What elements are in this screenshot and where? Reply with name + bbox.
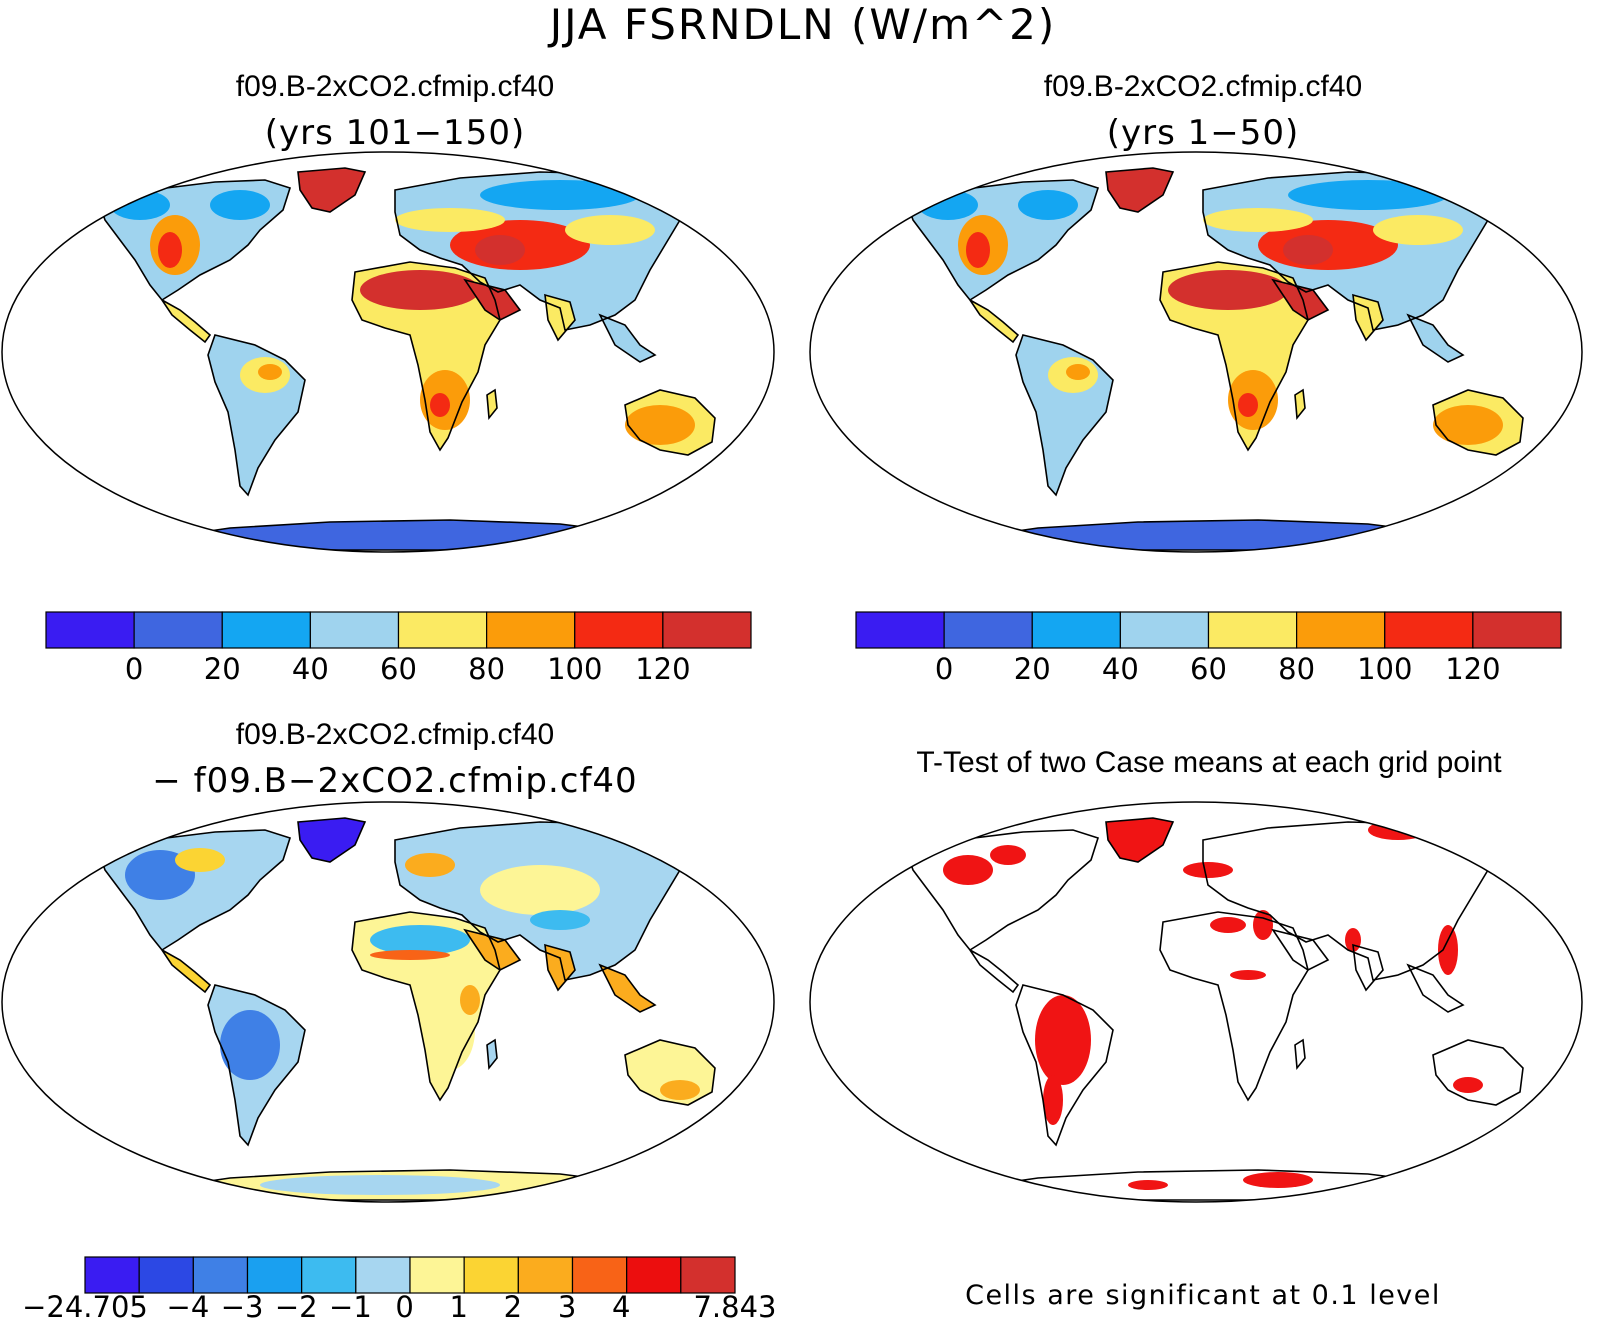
colorbar-tick-label: −1 [329, 1290, 372, 1324]
colorbar-swatch [133, 611, 223, 649]
colorbar-swatch [1031, 611, 1121, 649]
panel-title-top-right: f09.B-2xCO2.cfmip.cf40 [1043, 70, 1363, 103]
colorbar-swatch [355, 1256, 411, 1294]
colorbar-tick-label: 20 [203, 652, 241, 686]
colorbar-tick-label: 2 [503, 1290, 523, 1324]
colorbar-bottom-left [84, 1256, 736, 1294]
map-top-left [1, 151, 775, 553]
colorbar-tick-label: −2 [274, 1290, 318, 1324]
colorbar-swatch [486, 611, 576, 649]
colorbar-tick-label: 0 [124, 652, 144, 686]
colorbar-ticks-top-right: 0 20 40 60 80 100 120 [856, 652, 1561, 688]
colorbar-swatch [138, 1256, 194, 1294]
colorbar-swatch [574, 611, 664, 649]
colorbar-tick-label: 40 [291, 652, 329, 686]
colorbar-swatch [1296, 611, 1386, 649]
colorbar-tick-label: −3 [220, 1290, 264, 1324]
colorbar-tick-label: 100 [547, 652, 603, 686]
colorbar-swatch [45, 611, 135, 649]
colorbar-tick-label: 80 [1278, 652, 1316, 686]
colorbar-swatch [662, 611, 752, 649]
panel-subtitle-top-right: (yrs 1−50) [1106, 113, 1300, 153]
colorbar-tick-label: 100 [1357, 652, 1413, 686]
colorbar-top-right [855, 611, 1562, 649]
colorbar-swatch [1119, 611, 1210, 649]
colorbar-tick-label: 120 [635, 652, 691, 686]
colorbar-tick-label: 7.843 [693, 1290, 777, 1324]
colorbar-swatch [1384, 611, 1474, 649]
colorbar-swatch [943, 611, 1033, 649]
panel-title-bottom-left: f09.B-2xCO2.cfmip.cf40 [235, 718, 555, 751]
map-bottom-right [809, 801, 1583, 1203]
colorbar-tick-label: 0 [395, 1290, 414, 1324]
panel-title-bottom-right: T-Test of two Case means at each grid po… [916, 746, 1502, 779]
panel-subtitle-bottom-left: − f09.B−2xCO2.cfmip.cf40 [152, 761, 638, 801]
colorbar-swatch [626, 1256, 682, 1294]
colorbar-ticks-bottom-left: −24.705 −4 −3 −2 −1 0 1 2 3 4 7.843 [22, 1290, 776, 1326]
colorbar-swatch [680, 1256, 736, 1294]
colorbar-swatch [301, 1256, 357, 1294]
colorbar-swatch [855, 611, 945, 649]
colorbar-tick-label: 60 [1190, 652, 1227, 686]
significance-footnote: Cells are significant at 0.1 level [965, 1280, 1441, 1311]
colorbar-tick-label: 0 [934, 652, 954, 686]
map-bottom-left [1, 801, 775, 1203]
colorbar-swatch [1472, 611, 1562, 649]
colorbar-ticks-top-left: 0 20 40 60 80 100 120 [46, 652, 751, 688]
colorbar-tick-label: −24.705 [22, 1290, 148, 1324]
colorbar-tick-label: 80 [468, 652, 506, 686]
colorbar-swatch [517, 1256, 574, 1294]
colorbar-tick-label: 120 [1445, 652, 1501, 686]
colorbar-tick-label: 1 [449, 1290, 468, 1324]
colorbar-tick-label: 3 [557, 1290, 577, 1324]
panel-title-top-left: f09.B-2xCO2.cfmip.cf40 [235, 70, 555, 103]
colorbar-swatch [84, 1256, 140, 1294]
panel-subtitle-top-left: (yrs 101−150) [264, 113, 526, 153]
map-top-right [809, 151, 1583, 553]
colorbar-swatch [1207, 611, 1298, 649]
colorbar-tick-label: 4 [612, 1290, 631, 1324]
colorbar-top-left [45, 611, 752, 649]
colorbar-tick-label: 60 [380, 652, 417, 686]
colorbar-swatch [397, 611, 488, 649]
colorbar-swatch [463, 1256, 519, 1294]
colorbar-swatch [192, 1256, 249, 1294]
colorbar-swatch [409, 1256, 465, 1294]
colorbar-tick-label: 20 [1013, 652, 1051, 686]
colorbar-tick-label: −4 [166, 1290, 210, 1324]
colorbar-tick-label: 40 [1101, 652, 1139, 686]
colorbar-swatch [309, 611, 400, 649]
main-title: JJA FSRNDLN (W/m^2) [549, 0, 1057, 49]
colorbar-swatch [571, 1256, 628, 1294]
colorbar-swatch [246, 1256, 303, 1294]
colorbar-swatch [221, 611, 311, 649]
